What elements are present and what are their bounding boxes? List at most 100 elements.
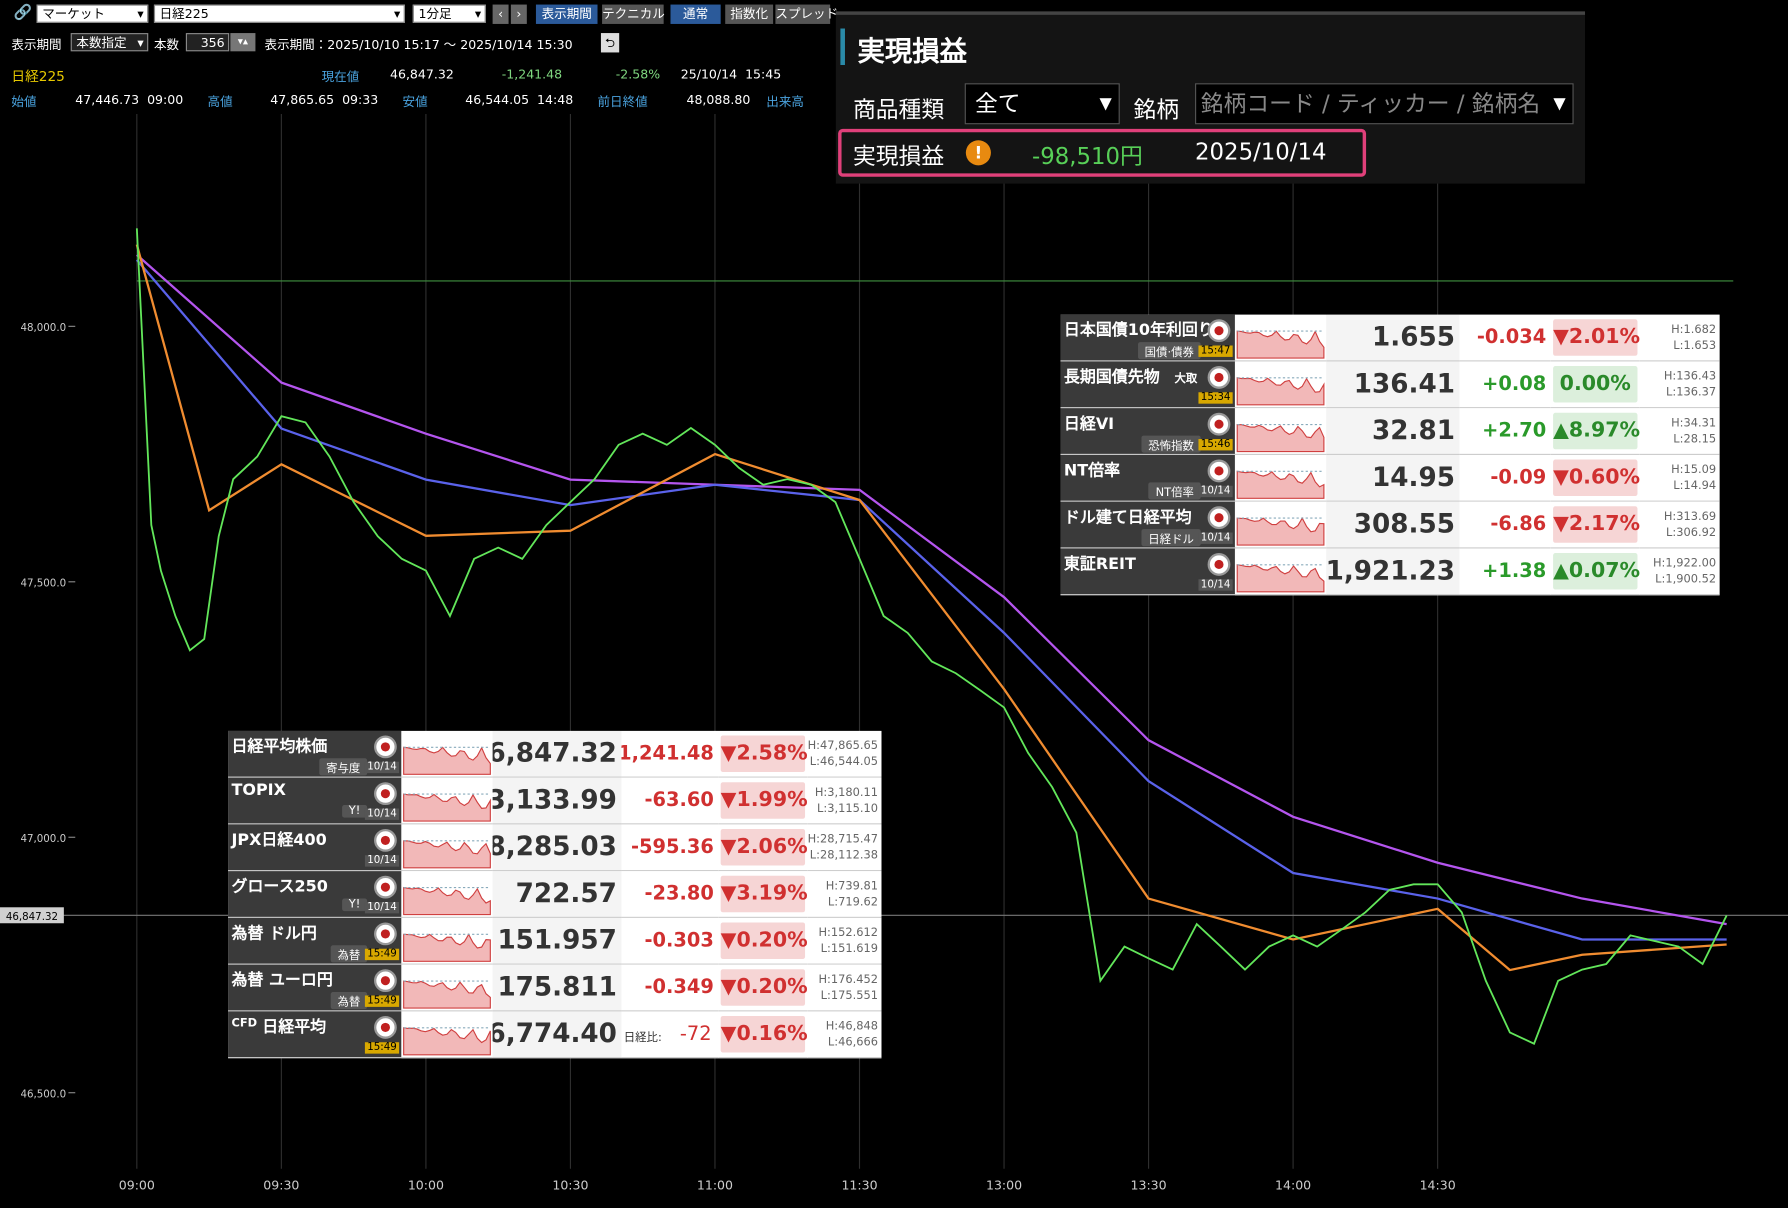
time-badge: 15:47 [1198, 345, 1233, 357]
toolbar-button[interactable]: 指数化 [725, 4, 774, 24]
field-value: 46,544.05 14:48 [465, 92, 574, 108]
change-pct: ▲8.97% [1553, 412, 1640, 450]
pct-cell: ▼2.01% [1550, 314, 1640, 362]
time-badge: 15:34 [1198, 392, 1233, 404]
change-pct: ▼0.20% [720, 922, 807, 959]
sub-tag[interactable]: Y! [341, 898, 368, 912]
status-dot [1214, 372, 1224, 383]
x-tick-label: 14:00 [1275, 1177, 1311, 1192]
price: 175.811 [497, 972, 617, 1002]
price-cell: 1.655 [1326, 314, 1460, 362]
pct-cell: ▼0.20% [718, 917, 808, 965]
sparkline-cell [401, 964, 493, 1012]
field-value: 47,446.73 09:00 [75, 92, 184, 108]
low: L:306.92 [1666, 526, 1717, 539]
change-pct: ▼2.17% [1553, 506, 1640, 543]
count-spinner[interactable]: ▾▴ [230, 33, 256, 52]
pct-cell: ▼0.60% [1550, 454, 1640, 502]
sparkline [403, 1027, 491, 1056]
symbol-input[interactable]: 銘柄コード / ティッカー / 銘柄名 ▼ [1195, 83, 1574, 125]
price-cell: 32.81 [1326, 408, 1460, 455]
sub-tag[interactable]: 国債·債券 [1137, 342, 1201, 360]
low: L:1.653 [1673, 339, 1717, 352]
x-tick-label: 13:30 [1131, 1177, 1167, 1192]
high: H:152.612 [818, 926, 879, 940]
name-cell: 日経VI 恐怖指数 15:46 [1060, 408, 1235, 455]
quote-name: 為替 ユーロ円 [231, 971, 333, 990]
sparkline-cell [1234, 548, 1327, 596]
price-line [135, 228, 1728, 1045]
change-cell: -1,241.48 [621, 730, 719, 778]
name-prefix: CFD [231, 1017, 258, 1030]
toolbar-button[interactable]: 表示期間 [535, 4, 598, 24]
sparkline-cell [401, 777, 493, 825]
low: L:136.37 [1666, 385, 1717, 399]
change-pct: ▼2.06% [720, 828, 807, 866]
change-cell: -23.80 [621, 871, 719, 918]
change-pct: ▼0.60% [1553, 459, 1640, 497]
sparkline-cell [1234, 454, 1327, 502]
quote-name: 日経平均 [262, 1018, 327, 1037]
type-select[interactable]: 全て ▼ [964, 83, 1120, 125]
pnl-highlight [838, 128, 1367, 177]
price-cell: 46,847.32 [492, 730, 622, 778]
field-label: 出来高 [766, 94, 804, 110]
sub-tag[interactable]: Y! [341, 805, 368, 818]
symbol-select[interactable]: 日経225 ▾ [153, 4, 405, 23]
sub-tag[interactable]: NT倍率 [1148, 482, 1201, 500]
pnl-title: 実現損益 [857, 35, 967, 68]
high: H:46,848 [825, 1019, 879, 1033]
toolbar-button[interactable]: 通常 [670, 4, 721, 24]
change-pct: ▼3.19% [720, 875, 807, 913]
market-select[interactable]: マーケット ▾ [36, 4, 149, 23]
change: -23.80 [644, 882, 714, 905]
sub-tag[interactable]: 恐怖指数 [1141, 435, 1201, 453]
low: L:175.551 [820, 989, 879, 1002]
prev-button[interactable]: ‹ [492, 4, 509, 24]
sparkline-area [1236, 424, 1325, 453]
quote-name: ドル建て日経平均 [1063, 508, 1192, 527]
pct-cell: ▼1.99% [718, 777, 808, 825]
change: +0.08 [1482, 372, 1547, 396]
sparkline-cell [1234, 408, 1327, 455]
high-low-cell: H:47,865.65 L:46,544.05 [807, 730, 882, 778]
high-low-cell: H:34.31 L:28.15 [1639, 408, 1720, 455]
name-cell: グロース250 Y! 10/14 [228, 871, 402, 918]
price-cell: 151.957 [492, 917, 622, 965]
status-dot [1214, 326, 1224, 336]
quote-name: 東証REIT [1063, 555, 1136, 574]
time-badge: 10/14 [364, 901, 400, 914]
next-button[interactable]: › [510, 4, 527, 24]
sub-tag[interactable]: 日経ドル [1141, 529, 1201, 547]
count-input[interactable]: 356 [185, 33, 230, 52]
high-low-cell: H:136.43 L:136.37 [1639, 361, 1720, 409]
field-label: 高値 [207, 94, 233, 110]
interval-select[interactable]: 1分足 ▾ [412, 4, 486, 23]
sparkline [1236, 330, 1325, 359]
toolbar-button[interactable]: スプレッド [775, 4, 838, 24]
warning-icon[interactable]: ! [965, 140, 991, 166]
high-low-cell: H:176.452 L:175.551 [807, 964, 882, 1012]
status-dot [1214, 419, 1224, 429]
price: 151.957 [497, 925, 617, 956]
high-low-cell: H:313.69 L:306.92 [1639, 501, 1720, 549]
price-line [135, 259, 1727, 941]
sparkline-area [403, 746, 491, 775]
link-icon[interactable]: 🔗 [13, 4, 33, 22]
change: +2.70 [1482, 419, 1547, 442]
price: 32.81 [1372, 415, 1456, 446]
sub-tag[interactable]: 為替 [330, 945, 368, 963]
sparkline-area [1236, 377, 1325, 406]
x-tick-label: 14:30 [1420, 1177, 1456, 1192]
change: -63.60 [644, 788, 714, 812]
sub-tag[interactable]: 寄与度 [319, 758, 368, 776]
reset-button[interactable]: ⮌ [600, 33, 620, 53]
symbol-label: 銘柄 [1133, 95, 1180, 124]
period-mode-select[interactable]: 本数指定 ▾ [70, 33, 149, 52]
quote-name: 日経225 [11, 68, 65, 85]
current-label: 現在値 [321, 69, 360, 85]
sub-tag[interactable]: 為替 [330, 992, 368, 1010]
toolbar-button[interactable]: テクニカル [602, 4, 665, 24]
change-pct: ▼2.01% [1553, 319, 1640, 356]
